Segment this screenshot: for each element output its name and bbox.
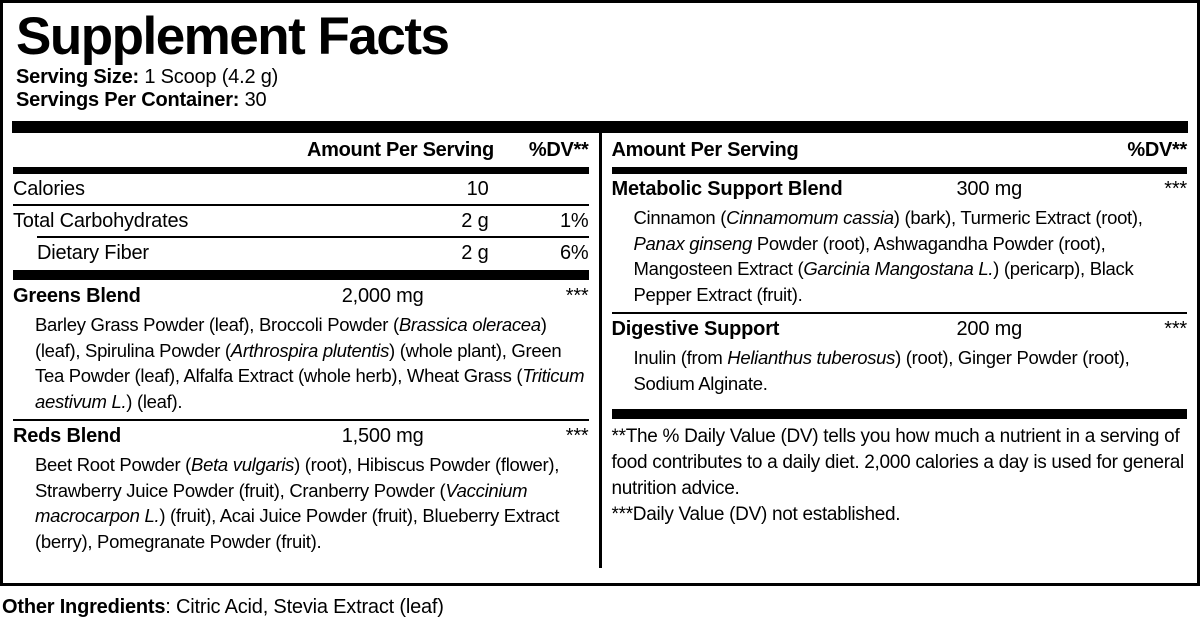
separator — [13, 419, 589, 422]
row-dv: *** — [565, 425, 589, 448]
row-label: Dietary Fiber — [37, 242, 149, 265]
row-dv: 6% — [559, 242, 589, 265]
ingredient-text: Barley Grass Powder (leaf), Broccoli Pow… — [35, 314, 399, 336]
page-title: Supplement Facts — [16, 7, 450, 66]
ingredient-text: ) (bark), Turmeric Extract (root), — [893, 207, 1143, 229]
facts-column-right: Amount Per Serving %DV** Metabolic Suppo… — [602, 133, 1198, 568]
supplement-facts-panel: Supplement Facts Serving Size: 1 Scoop (… — [0, 0, 1200, 586]
separator — [13, 204, 589, 207]
facts-column-left: Amount Per Serving %DV** Calories 10 Total… — [3, 133, 599, 568]
latin-name: Vaccinium macrocarpon L. — [35, 479, 528, 527]
row-dv: *** — [1164, 318, 1187, 341]
latin-name: Beta vulgaris — [191, 454, 295, 476]
section-bar — [13, 270, 589, 281]
row-dv: 1% — [559, 210, 589, 233]
nutrient-row: Dietary Fiber 2 g 6% — [13, 238, 589, 268]
footnote-paragraph: ***Daily Value (DV) not established. — [611, 504, 901, 526]
ingredient-text: ) (root), Hibiscus Powder (flower), Stra… — [35, 454, 560, 501]
separator — [611, 312, 1187, 315]
blend-row: Reds Blend 1,500 mg *** — [13, 421, 589, 451]
panel-header: Supplement Facts Serving Size: 1 Scoop (… — [3, 3, 1197, 112]
amount-per-serving-header: Amount Per Serving — [611, 139, 799, 162]
separator-indented — [37, 236, 589, 239]
rows-right: Metabolic Support Blend 300 mg *** Cinnamon… — [611, 174, 1188, 528]
other-ingredients-label: Other Ingredients — [2, 596, 166, 618]
amount-per-serving-header: Amount Per Serving — [307, 139, 494, 162]
row-label: Total Carbohydrates — [13, 210, 189, 233]
percent-dv-header: %DV** — [1127, 139, 1187, 162]
row-amount: 200 mg — [956, 318, 1022, 341]
header-bar — [13, 167, 589, 175]
servings-per-container-label: Servings Per Container: — [16, 89, 240, 112]
column-header-left: Amount Per Serving %DV** — [13, 133, 589, 167]
column-header-right: Amount Per Serving %DV** — [612, 133, 1188, 167]
ingredient-text: ) (leaf), Spirulina Powder ( — [35, 314, 547, 361]
ingredient-text: Inulin (from — [633, 347, 728, 369]
ingredient-text: Powder (root), Ashwagandha Powder (root)… — [633, 232, 1106, 280]
servings-per-container-value: 30 — [239, 89, 267, 112]
serving-size-label: Serving Size: — [16, 66, 139, 89]
row-amount: 10 — [466, 178, 489, 201]
row-amount: 2 g — [461, 242, 489, 265]
row-amount: 2 g — [461, 210, 489, 233]
blend-ingredients: Cinnamon (Cinnamomum cassia) (bark), Tur… — [612, 205, 1188, 307]
row-amount: 1,500 mg — [341, 425, 424, 448]
latin-name: Helianthus tuberosus — [727, 347, 896, 369]
latin-name: Brassica oleracea — [398, 314, 541, 336]
ingredient-text: Cinnamon ( — [633, 207, 727, 229]
ingredient-text: ) (fruit), Acai Juice Powder (fruit), Bl… — [35, 505, 560, 552]
blend-ingredients: Inulin (from Helianthus tuberosus) (root… — [612, 345, 1188, 396]
row-label: Greens Blend — [13, 285, 141, 308]
ingredient-text: ) (whole plant), Green Tea Powder (leaf)… — [35, 339, 562, 387]
blend-ingredients: Beet Root Powder (Beta vulgaris) (root),… — [13, 452, 589, 554]
latin-name: Panax ginseng — [633, 232, 753, 254]
top-thick-bar — [12, 121, 1188, 134]
other-ingredients-line: Other Ingredients: Citric Acid, Stevia E… — [2, 596, 1200, 619]
row-amount: 2,000 mg — [341, 285, 424, 308]
nutrient-row: Total Carbohydrates 2 g 1% — [13, 206, 589, 236]
blend-row: Digestive Support 200 mg *** — [612, 314, 1188, 344]
row-label: Metabolic Support Blend — [611, 178, 843, 201]
servings-per-container-line: Servings Per Container: 30 — [16, 89, 1184, 112]
latin-name: Arthrospira plutentis — [230, 339, 390, 361]
latin-name: Cinnamomum cassia — [726, 207, 894, 229]
row-dv: *** — [1164, 178, 1187, 201]
serving-size-line: Serving Size: 1 Scoop (4.2 g) — [16, 66, 1184, 89]
row-label: Digestive Support — [611, 318, 780, 341]
other-ingredients-value: : Citric Acid, Stevia Extract (leaf) — [165, 596, 444, 618]
blend-row: Metabolic Support Blend 300 mg *** — [612, 174, 1188, 204]
blend-ingredients: Barley Grass Powder (leaf), Broccoli Pow… — [13, 312, 589, 414]
section-bar — [611, 409, 1187, 420]
column-divider — [598, 133, 602, 569]
header-bar — [611, 167, 1187, 175]
percent-dv-header: %DV** — [528, 139, 589, 162]
ingredient-text: Beet Root Powder ( — [35, 454, 192, 476]
ingredient-text: ) (leaf). — [126, 390, 183, 412]
latin-name: Triticum aestivum L. — [35, 365, 585, 412]
row-label: Calories — [13, 178, 85, 201]
nutrient-row: Calories 10 — [13, 174, 589, 204]
rows-left: Calories 10 Total Carbohydrates 2 g 1% Dietar… — [13, 174, 589, 554]
blend-row: Greens Blend 2,000 mg *** — [13, 281, 589, 311]
latin-name: Garcinia Mangostana L. — [803, 258, 994, 280]
ingredient-text: ) (root), Ginger Powder (root), Sodium A… — [633, 347, 1130, 394]
row-dv: *** — [565, 285, 589, 308]
facts-columns: Amount Per Serving %DV** Calories 10 Total… — [3, 133, 1198, 569]
footnote-paragraph: **The % Daily Value (DV) tells you how m… — [611, 426, 1185, 500]
footnote-block: **The % Daily Value (DV) tells you how m… — [612, 424, 1188, 528]
ingredient-text: ) (pericarp), Black Pepper Extract (frui… — [633, 258, 1134, 305]
serving-size-value: 1 Scoop (4.2 g) — [139, 66, 279, 89]
row-amount: 300 mg — [956, 178, 1022, 201]
row-label: Reds Blend — [13, 425, 122, 448]
